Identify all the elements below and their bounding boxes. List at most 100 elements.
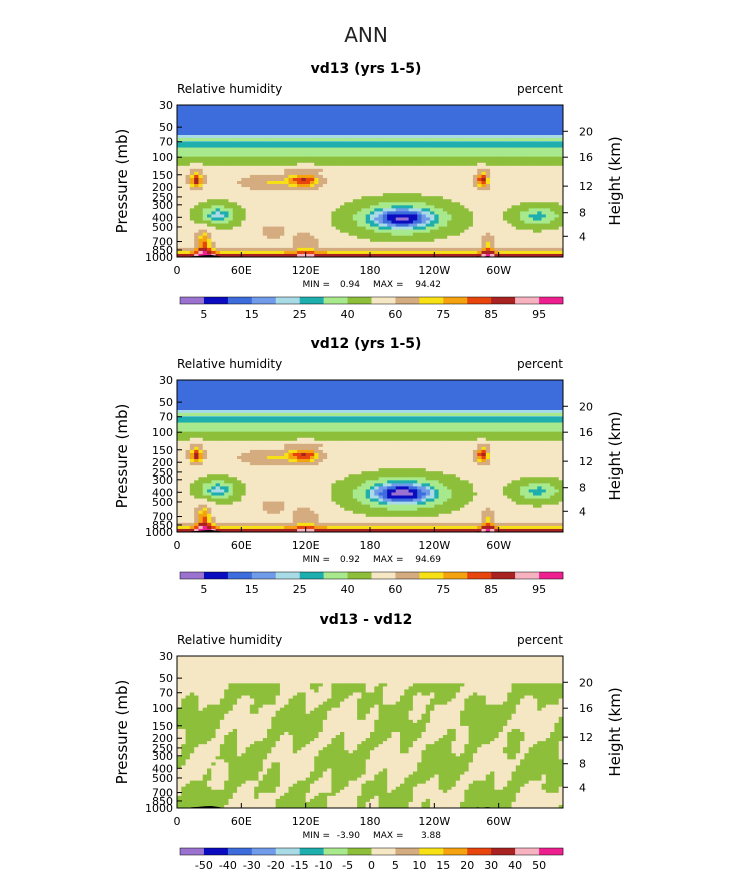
contour-cell — [211, 208, 216, 212]
contour-cell — [185, 190, 191, 194]
contour-cell — [472, 159, 478, 164]
contour-cell — [318, 223, 324, 227]
contour-cell — [207, 144, 212, 148]
contour-cell — [348, 247, 354, 252]
contour-cell — [532, 165, 538, 170]
contour-cell — [550, 226, 555, 231]
contour-cell — [292, 241, 298, 246]
contour-cell — [438, 226, 444, 231]
contour-cell — [485, 181, 491, 185]
contour-cell — [288, 229, 294, 234]
contour-cell — [327, 211, 332, 215]
contour-cell — [224, 214, 229, 218]
contour-cell — [177, 174, 182, 179]
contour-cell — [237, 196, 242, 200]
contour-cell — [404, 202, 409, 206]
contour-cell — [211, 171, 216, 176]
contour-cell — [395, 229, 401, 234]
contour-cell — [211, 193, 216, 197]
contour-cell — [189, 232, 195, 237]
contour-cell — [352, 141, 358, 145]
contour-cell — [370, 214, 375, 218]
contour-cell — [318, 153, 324, 158]
contour-cell — [352, 223, 358, 227]
contour-cell — [275, 159, 281, 164]
contour-cell — [245, 168, 251, 173]
contour-cell — [485, 226, 491, 231]
contour-cell — [370, 196, 375, 200]
contour-cell — [490, 168, 495, 173]
contour-cell — [537, 220, 542, 224]
contour-cell — [215, 217, 221, 221]
contour-cell — [545, 181, 551, 185]
contour-cell — [177, 235, 182, 240]
contour-cell — [275, 253, 281, 258]
contour-cell — [382, 247, 388, 252]
contour-cell — [451, 187, 457, 191]
contour-cell — [370, 253, 375, 258]
contour-cell — [507, 153, 512, 158]
contour-cell — [361, 156, 367, 161]
contour-cell — [215, 202, 221, 206]
contour-cell — [271, 196, 277, 200]
contour-cell — [181, 211, 186, 215]
contour-cell — [481, 205, 487, 209]
contour-cell — [254, 196, 259, 200]
contour-cell — [374, 217, 379, 221]
contour-cell — [378, 174, 384, 179]
contour-cell — [421, 187, 427, 191]
contour-cell — [245, 250, 251, 255]
contour-cell — [331, 141, 337, 145]
contour-cell — [279, 217, 285, 221]
contour-cell — [430, 184, 435, 188]
contour-cell — [511, 174, 517, 179]
contour-cell — [344, 223, 349, 227]
contour-cell — [365, 253, 371, 258]
contour-cell — [524, 184, 530, 188]
contour-cell — [279, 211, 285, 215]
contour-cell — [520, 190, 525, 194]
contour-cell — [327, 208, 332, 212]
contour-cell — [292, 150, 298, 155]
contour-cell — [279, 202, 285, 206]
contour-cell — [288, 253, 294, 258]
contour-cell — [189, 153, 195, 158]
contour-cell — [400, 229, 405, 234]
contour-cell — [515, 171, 521, 176]
contour-cell — [524, 190, 530, 194]
contour-cell — [365, 226, 371, 231]
units-label: percent — [517, 357, 563, 371]
contour-cell — [511, 181, 517, 185]
contour-cell — [468, 174, 474, 179]
contour-cell — [279, 226, 285, 231]
contour-cell — [382, 162, 388, 167]
contour-cell — [267, 150, 272, 155]
contour-cell — [202, 235, 208, 240]
contour-cell — [249, 205, 255, 209]
contour-cell — [468, 214, 474, 218]
contour-cell — [528, 202, 534, 206]
contour-cell — [357, 190, 362, 194]
contour-cell — [301, 196, 307, 200]
contour-cell — [219, 232, 225, 237]
contour-cell — [258, 220, 264, 224]
contour-cell — [331, 184, 337, 188]
contour-cell — [387, 223, 392, 227]
contour-cell — [284, 214, 289, 218]
contour-cell — [447, 238, 452, 243]
contour-cell — [352, 193, 358, 197]
contour-cell — [314, 205, 319, 209]
contour-cell — [314, 190, 319, 194]
contour-cell — [361, 253, 367, 258]
contour-cell — [391, 156, 397, 161]
contour-cell — [314, 181, 319, 185]
contour-cell — [374, 150, 379, 155]
contour-cell — [378, 253, 384, 258]
contour-cell — [481, 235, 487, 240]
contour-cell — [434, 229, 440, 234]
contour-cell — [318, 168, 324, 173]
contour-cell — [400, 220, 405, 224]
contour-cell — [365, 250, 371, 255]
contour-cell — [284, 205, 289, 209]
contour-cell — [494, 208, 500, 212]
